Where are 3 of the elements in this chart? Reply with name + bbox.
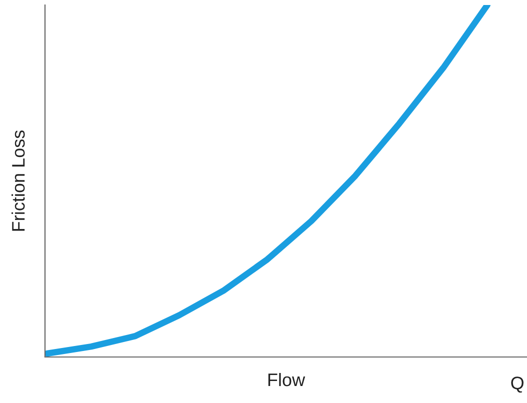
y-axis-title: Friction Loss [12, 130, 25, 231]
text: Q [511, 376, 524, 393]
x-axis-title: Flow [268, 372, 306, 386]
